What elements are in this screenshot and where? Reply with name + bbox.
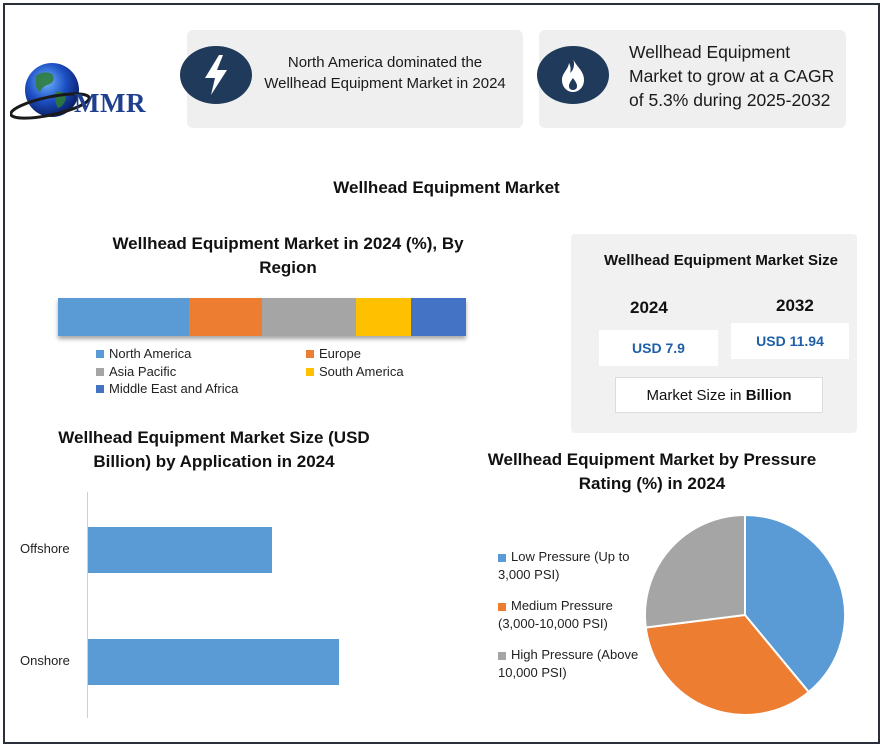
region-bar-segment: [355, 298, 411, 336]
application-axis: [87, 492, 88, 718]
legend-swatch: [96, 384, 104, 393]
region-chart-title: Wellhead Equipment Market in 2024 (%), B…: [112, 234, 464, 277]
region-legend-item: North America: [96, 346, 191, 361]
region-stacked-bar: [58, 298, 466, 336]
market-size-panel: Wellhead Equipment Market Size 2024 2032…: [571, 234, 857, 433]
legend-label: High Pressure (Above 10,000 PSI): [498, 647, 639, 680]
region-legend-item: South America: [306, 364, 404, 379]
application-chart-title: Wellhead Equipment Market Size (USD Bill…: [58, 428, 370, 471]
pressure-legend-item: Low Pressure (Up to 3,000 PSI): [498, 548, 648, 584]
pressure-legend-item: High Pressure (Above 10,000 PSI): [498, 646, 648, 682]
legend-label: Europe: [319, 346, 361, 361]
legend-label: Asia Pacific: [109, 364, 177, 379]
legend-label: North America: [109, 346, 192, 361]
application-bar: [88, 527, 273, 573]
region-bar-segment: [410, 298, 466, 336]
application-category-label: Offshore: [20, 541, 70, 556]
year-2024-label: 2024: [630, 298, 668, 317]
market-size-title: Wellhead Equipment Market Size: [604, 252, 838, 269]
lightning-bolt-icon: [180, 46, 252, 104]
application-bar: [88, 639, 339, 685]
region-bar-segment: [261, 298, 356, 336]
value-2024: USD 7.9: [599, 330, 718, 366]
legend-swatch: [96, 367, 104, 376]
legend-swatch: [96, 349, 104, 358]
region-bar-segment: [188, 298, 262, 336]
legend-label: Medium Pressure (3,000-10,000 PSI): [498, 598, 613, 631]
pressure-chart-title: Wellhead Equipment Market by Pressure Ra…: [487, 450, 817, 493]
legend-label: Middle East and Africa: [109, 381, 239, 396]
application-category-label: Onshore: [20, 653, 70, 668]
market-size-unit: Market Size in Billion: [615, 377, 823, 413]
region-legend-item: Middle East and Africa: [96, 381, 238, 396]
dominance-card: North America dominated the Wellhead Equ…: [180, 30, 523, 128]
mmr-logo: MMR: [9, 58, 170, 128]
cagr-card: Wellhead Equipment Market to grow at a C…: [537, 30, 846, 128]
logo-text: MMR: [74, 88, 146, 118]
flame-icon: [537, 46, 609, 104]
unit-bold: Billion: [745, 386, 792, 404]
unit-prefix: Market Size in: [646, 386, 746, 404]
globe-icon: [9, 63, 91, 120]
dominance-text: North America dominated the Wellhead Equ…: [264, 54, 506, 92]
region-legend-item: Asia Pacific: [96, 364, 176, 379]
pressure-legend-item: Medium Pressure (3,000-10,000 PSI): [498, 597, 648, 633]
region-legend-item: Europe: [306, 346, 361, 361]
region-bar-segment: [58, 298, 189, 336]
legend-swatch: [498, 553, 506, 562]
cagr-text: Wellhead Equipment Market to grow at a C…: [629, 42, 835, 110]
legend-swatch: [498, 651, 506, 660]
legend-swatch: [306, 367, 314, 376]
value-2032: USD 11.94: [731, 323, 849, 359]
main-title: Wellhead Equipment Market: [333, 178, 560, 197]
legend-label: Low Pressure (Up to 3,000 PSI): [498, 549, 630, 582]
legend-swatch: [306, 349, 314, 358]
legend-swatch: [498, 602, 506, 611]
legend-label: South America: [319, 364, 404, 379]
year-2032-label: 2032: [776, 296, 814, 315]
